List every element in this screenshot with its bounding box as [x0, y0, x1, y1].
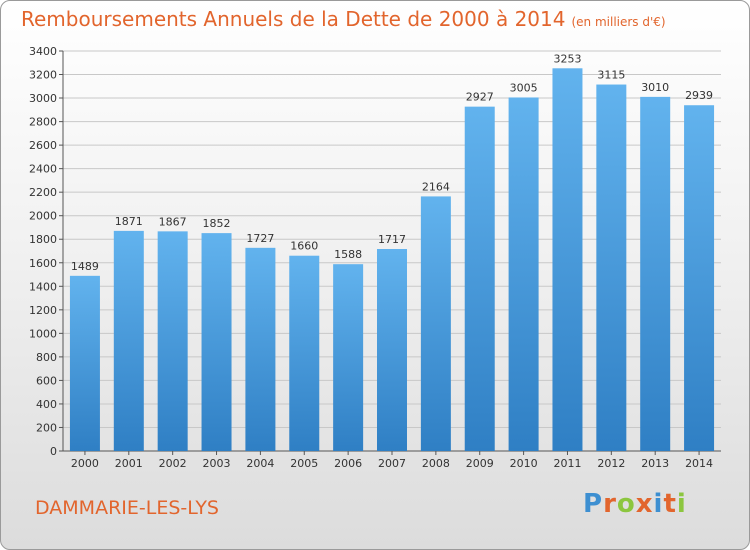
bar-2007 — [377, 249, 407, 451]
x-tick-label: 2008 — [422, 457, 450, 470]
logo-letter: P — [583, 489, 604, 519]
chart-title: Remboursements Annuels de la Dette de 20… — [21, 7, 666, 31]
bar-value-label: 1727 — [246, 232, 274, 245]
bar-2010 — [508, 97, 539, 452]
bar-2012 — [596, 84, 627, 451]
bar-value-label: 2939 — [685, 89, 713, 102]
bar-2004 — [245, 247, 276, 451]
y-tick-label: 2800 — [29, 116, 57, 129]
x-tick-label: 2001 — [115, 457, 143, 470]
bar-value-label: 1871 — [115, 215, 143, 228]
y-tick-label: 1200 — [29, 304, 57, 317]
x-tick-label: 2007 — [378, 457, 406, 470]
bar-2011 — [552, 68, 583, 451]
y-tick-label: 1400 — [29, 280, 57, 293]
bar-2008 — [420, 196, 451, 451]
bar-2005 — [289, 255, 320, 451]
y-tick-label: 600 — [36, 374, 57, 387]
y-tick-label: 2600 — [29, 139, 57, 152]
bar-value-label: 1660 — [290, 240, 318, 253]
x-tick-labels: 2000 2001 2002 2003 2004 2005 2006 2007 2008 2009… — [71, 451, 713, 470]
y-tick-label: 400 — [36, 398, 57, 411]
x-tick-label: 2012 — [597, 457, 625, 470]
bar-value-label: 1867 — [159, 215, 187, 228]
bar-value-label: 3005 — [510, 81, 538, 94]
y-tick-label: 3200 — [29, 69, 57, 82]
bars: 1489 1871 1867 1852 1727 1660 1588 1717 2164 2927… — [69, 52, 715, 452]
x-tick-label: 2002 — [159, 457, 187, 470]
bar-value-label: 1489 — [71, 260, 99, 273]
x-tick-label: 2006 — [334, 457, 362, 470]
y-tick-label: 2000 — [29, 210, 57, 223]
x-tick-label: 2013 — [641, 457, 669, 470]
y-tick-label: 2200 — [29, 186, 57, 199]
chart-title-unit: (en milliers d'€) — [571, 15, 666, 29]
x-tick-label: 2004 — [246, 457, 274, 470]
bar-2014 — [684, 105, 715, 451]
bar-2006 — [333, 264, 364, 451]
bar-value-label: 1852 — [203, 217, 231, 230]
y-tick-label: 800 — [36, 351, 57, 364]
y-tick-label: 2400 — [29, 163, 57, 176]
logo-letter: r — [603, 489, 617, 519]
bar-2000 — [69, 275, 100, 451]
y-tick-label: 1800 — [29, 233, 57, 246]
bar-2002 — [157, 231, 188, 451]
y-tick-label: 3400 — [29, 45, 57, 58]
x-tick-label: 2005 — [290, 457, 318, 470]
logo-letter: i — [676, 489, 687, 519]
logo-letter: i — [653, 489, 664, 519]
x-tick-label: 2003 — [203, 457, 231, 470]
logo-letter: x — [635, 489, 654, 519]
y-tick-label: 1600 — [29, 257, 57, 270]
x-tick-label: 2011 — [553, 457, 581, 470]
bar-value-label: 3115 — [597, 69, 625, 82]
y-tick-label: 200 — [36, 421, 57, 434]
bar-value-label: 1717 — [378, 233, 406, 246]
bar-value-label: 1588 — [334, 248, 362, 261]
bar-value-label: 2164 — [422, 180, 450, 193]
proxiti-logo: Proxiti — [583, 489, 687, 519]
city-name: DAMMARIE-LES-LYS — [35, 497, 219, 519]
bar-value-label: 3253 — [553, 52, 581, 65]
logo-letter: t — [663, 489, 677, 519]
bar-2009 — [464, 106, 495, 451]
x-tick-label: 2010 — [510, 457, 538, 470]
y-tick-labels: 0 200 400 600 800 1000 1200 1400 1600 1800 2000 220… — [29, 45, 57, 458]
bar-2001 — [113, 230, 144, 451]
bar-2003 — [201, 233, 232, 451]
bar-value-label: 3010 — [641, 81, 669, 94]
y-tick-label: 0 — [50, 445, 57, 458]
y-tick-label: 3000 — [29, 92, 57, 105]
x-tick-label: 2014 — [685, 457, 713, 470]
logo-letter: o — [616, 489, 636, 519]
bar-value-label: 2927 — [466, 91, 494, 104]
x-tick-label: 2009 — [466, 457, 494, 470]
bar-2013 — [640, 96, 671, 451]
chart-title-main: Remboursements Annuels de la Dette de 20… — [21, 7, 566, 31]
x-tick-label: 2000 — [71, 457, 99, 470]
y-tick-label: 1000 — [29, 327, 57, 340]
